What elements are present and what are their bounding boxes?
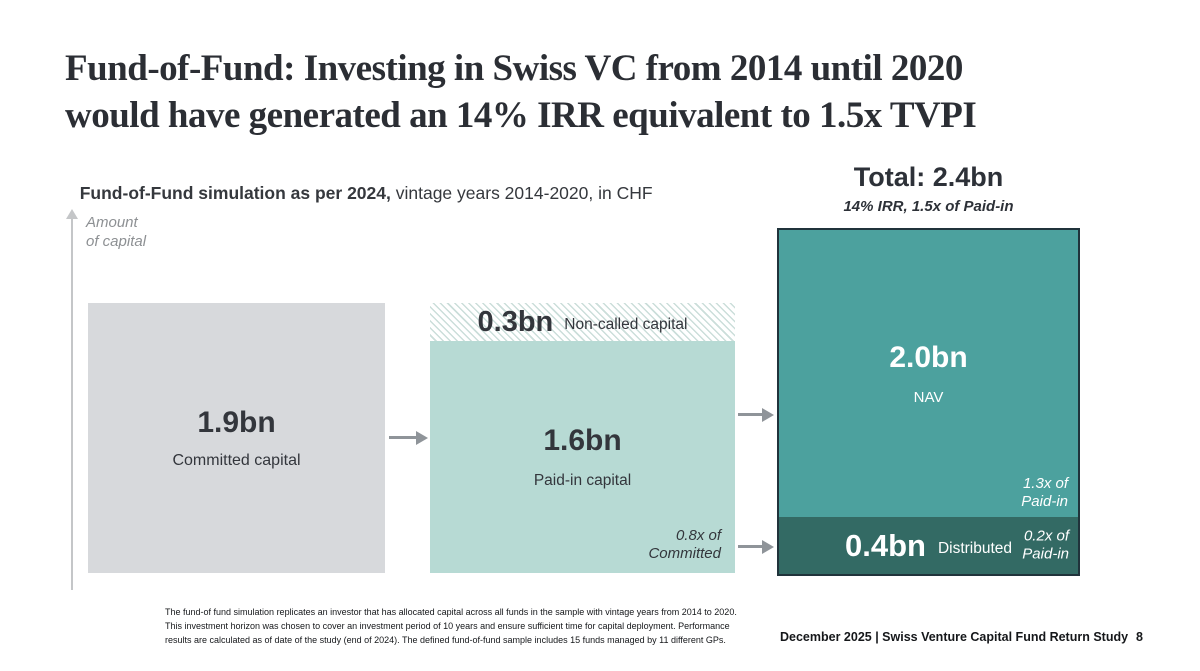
chart-subtitle-rest: vintage years 2014-2020, in CHF [390,183,653,203]
y-axis-label: Amount of capital [86,214,147,250]
total-subtitle: 14% IRR, 1.5x of Paid-in [843,198,1014,215]
page-number: 8 [1136,630,1143,644]
distributed-segment: 0.4bn Distributed 0.2x of Paid-in [779,517,1078,574]
chart-subtitle: Fund-of-Fund simulation as per 2024, vin… [70,162,653,204]
non-called-capital-segment: 0.3bn Non-called capital [430,303,735,341]
chart-subtitle-bold: Fund-of-Fund simulation as per 2024, [79,183,391,203]
paid-in-capital-segment: 1.6bn Paid-in capital 0.8x of Committed [430,341,735,573]
arrow-right-icon [738,545,763,548]
distributed-value: 0.4bn [844,527,926,563]
committed-capital-bar: 1.9bn Committed capital [88,303,385,573]
y-axis-arrowhead-icon [66,209,78,219]
nav-multiple-annotation: 1.3x of Paid-in [1021,474,1068,511]
arrow-right-icon [389,436,417,439]
slide-title: Fund-of-Fund: Investing in Swiss VC from… [65,48,977,136]
non-called-label: Non-called capital [564,316,688,333]
total-value-bar: 2.0bn NAV 1.3x of Paid-in 0.4bn Distribu… [777,228,1080,576]
nav-label: NAV [913,389,944,406]
total-block: Total: 2.4bn 14% IRR, 1.5x of Paid-in [777,162,1080,215]
distributed-multiple-annotation: 0.2x of Paid-in [1022,526,1069,563]
y-axis-line [71,218,73,590]
paid-in-label: Paid-in capital [533,472,632,489]
nav-segment: 2.0bn NAV 1.3x of Paid-in [779,230,1078,517]
committed-label: Committed capital [172,452,301,469]
non-called-value: 0.3bn [477,305,554,338]
paid-in-multiple-annotation: 0.8x of Committed [648,526,721,563]
nav-value: 2.0bn [889,341,968,374]
total-label: Total: 2.4bn [853,162,1004,192]
committed-value: 1.9bn [197,406,276,439]
arrow-right-icon [738,413,763,416]
footnote: The fund-of fund simulation replicates a… [165,607,737,645]
paid-in-value: 1.6bn [543,424,622,457]
distributed-label: Distributed [937,539,1013,557]
footer-text: December 2025 | Swiss Venture Capital Fu… [780,630,1129,644]
